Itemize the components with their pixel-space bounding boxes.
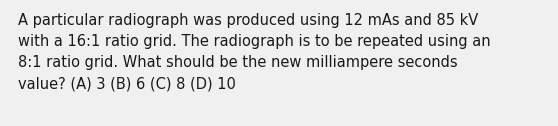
Text: A particular radiograph was produced using 12 mAs and 85 kV
with a 16:1 ratio gr: A particular radiograph was produced usi…: [18, 13, 490, 91]
